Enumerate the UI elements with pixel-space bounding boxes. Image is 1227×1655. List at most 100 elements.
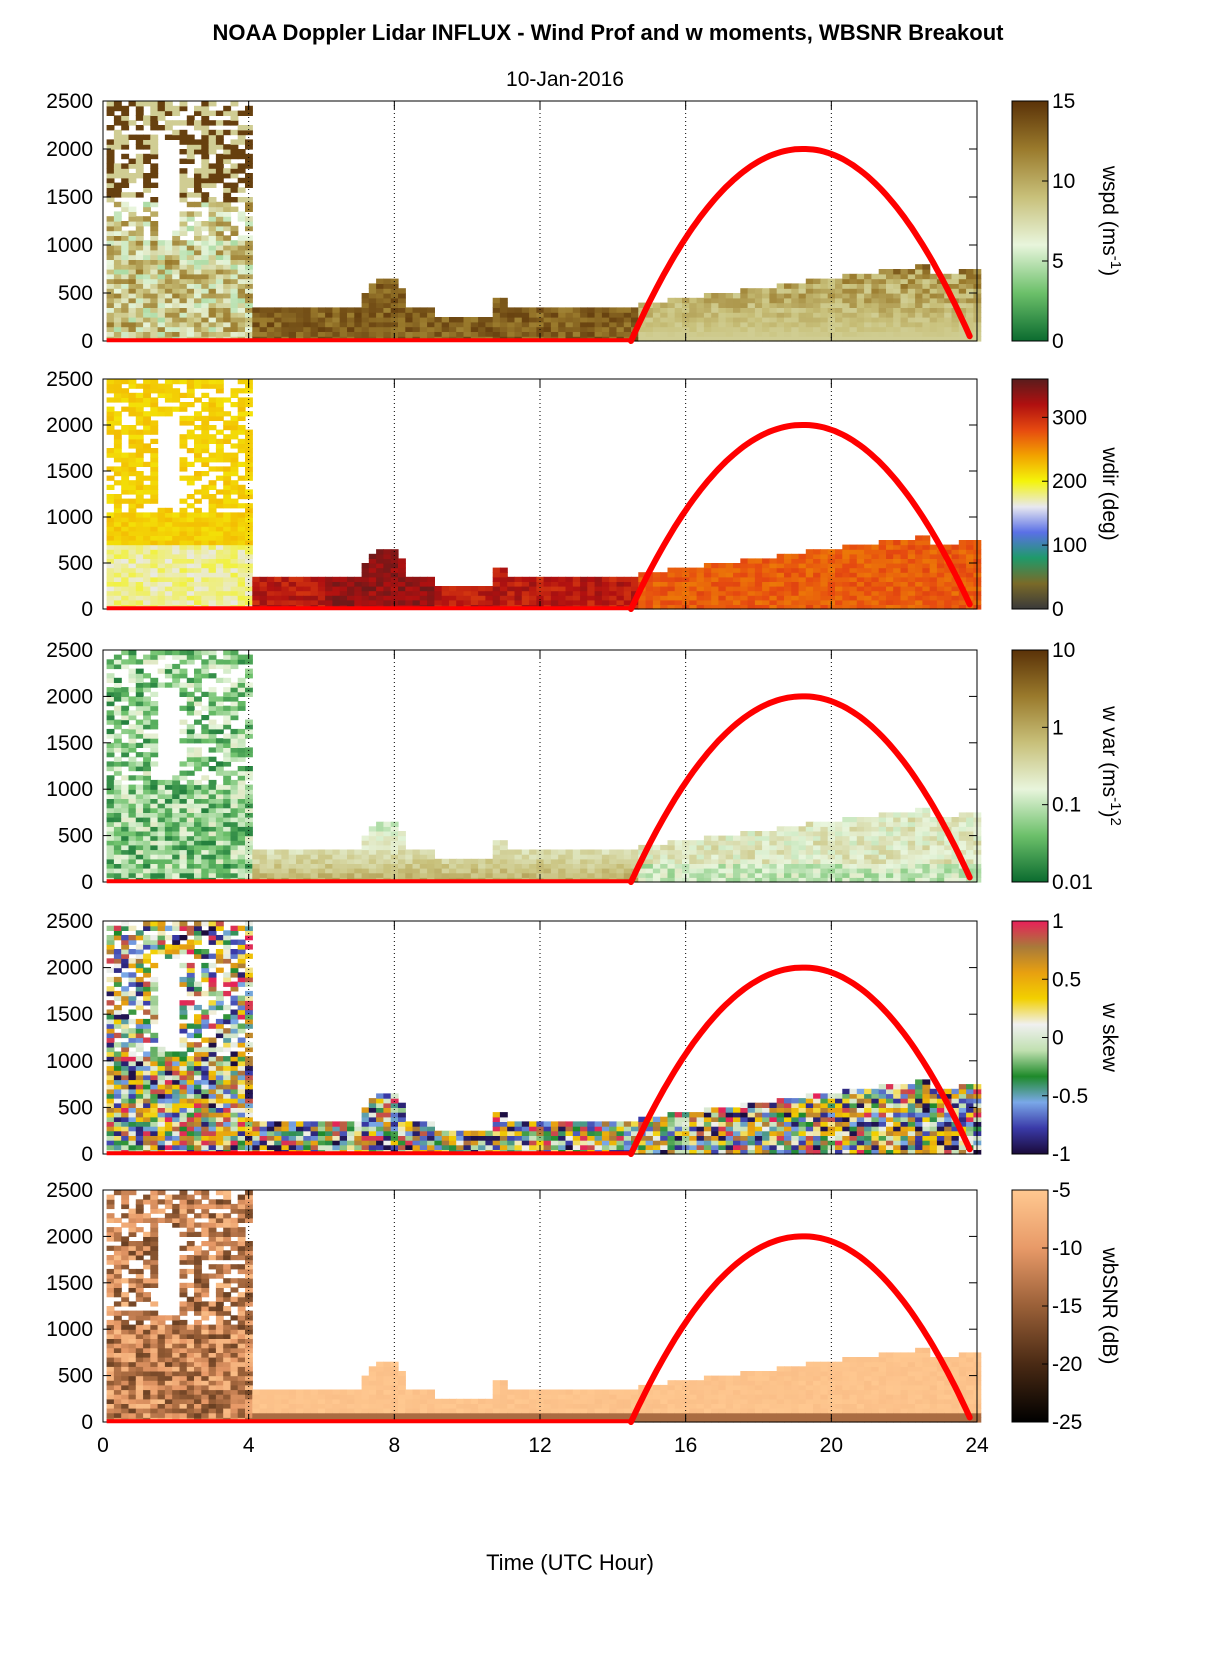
heatmap-cell <box>587 858 596 864</box>
heatmap-cell <box>907 595 916 601</box>
heatmap-cell <box>121 144 130 150</box>
heatmap-cell <box>776 317 785 323</box>
heatmap-cell <box>128 868 137 874</box>
heatmap-cell <box>383 872 392 878</box>
heatmap-cell <box>441 868 450 874</box>
heatmap-cell <box>514 326 523 332</box>
heatmap-cell <box>106 182 115 188</box>
heatmap-cell <box>215 747 224 753</box>
heatmap-cell <box>747 567 756 573</box>
heatmap-cell <box>208 728 217 735</box>
heatmap-cell <box>172 264 181 270</box>
heatmap-cell <box>143 517 151 523</box>
heatmap-cell <box>784 297 792 304</box>
heatmap-cell <box>667 321 676 328</box>
heatmap-cell <box>601 312 610 318</box>
heatmap-cell <box>580 872 588 878</box>
heatmap-cell <box>296 317 304 323</box>
heatmap-cell <box>164 134 173 140</box>
heatmap-cell <box>172 812 181 818</box>
heatmap-cell <box>157 249 166 256</box>
heatmap-cell <box>398 576 406 582</box>
heatmap-cell <box>784 590 792 596</box>
heatmap-cell <box>820 826 829 832</box>
heatmap-cell <box>157 872 166 878</box>
heatmap-cell <box>936 336 945 342</box>
heatmap-cell <box>230 535 239 541</box>
heatmap-cell <box>157 297 166 304</box>
heatmap-cell <box>711 858 720 864</box>
heatmap-cell <box>186 558 195 564</box>
heatmap-cell <box>274 312 283 318</box>
heatmap-cell <box>776 854 785 860</box>
heatmap-cell <box>106 397 115 403</box>
heatmap-cell <box>172 397 181 403</box>
heatmap-cell <box>172 273 181 280</box>
heatmap-cell <box>106 844 115 851</box>
heatmap-cell <box>194 733 202 739</box>
heatmap-cell <box>223 254 232 260</box>
heatmap-cell <box>900 317 909 323</box>
heatmap-cell <box>558 586 567 592</box>
heatmap-cell <box>813 331 821 337</box>
heatmap-cell <box>339 858 348 864</box>
heatmap-cell <box>135 139 144 145</box>
heatmap-cell <box>368 590 377 596</box>
heatmap-cell <box>674 331 683 337</box>
heatmap-cell <box>208 517 217 523</box>
heatmap-cell <box>434 863 443 869</box>
heatmap-cell <box>113 245 122 251</box>
heatmap-cell <box>113 789 122 795</box>
heatmap-cell <box>856 572 865 578</box>
heatmap-cell <box>223 264 232 270</box>
heatmap-cell <box>215 677 224 683</box>
heatmap-cell <box>186 535 195 541</box>
heatmap-cell <box>230 457 239 463</box>
heatmap-cell <box>332 849 341 855</box>
heatmap-cell <box>150 144 159 150</box>
heatmap-cell <box>754 326 763 332</box>
heatmap-cell <box>215 134 224 140</box>
heatmap-cell <box>179 420 188 426</box>
heatmap-cell <box>237 817 246 823</box>
heatmap-cell <box>449 317 457 323</box>
heatmap-cell <box>405 872 414 878</box>
heatmap-cell <box>725 835 734 841</box>
heatmap-cell <box>186 383 195 389</box>
heatmap-cell <box>172 512 181 518</box>
heatmap-cell <box>936 283 945 289</box>
heatmap-cell <box>201 826 210 832</box>
heatmap-cell <box>237 742 246 748</box>
heatmap-cell <box>135 249 144 256</box>
heatmap-cell <box>230 225 239 232</box>
heatmap-cell <box>361 863 370 869</box>
heatmap-cell <box>747 858 756 864</box>
heatmap-cell <box>558 858 567 864</box>
heatmap-cell <box>711 604 720 610</box>
heatmap-cell <box>106 530 115 536</box>
heatmap-cell <box>951 553 960 559</box>
heatmap-cell <box>143 245 151 251</box>
heatmap-cell <box>514 576 523 582</box>
heatmap-cell <box>106 177 115 184</box>
heatmap-cell <box>172 590 181 596</box>
heatmap-cell <box>856 553 865 559</box>
heatmap-cell <box>944 604 953 610</box>
heatmap-cell <box>733 563 741 569</box>
colorbar-tick-label: 5 <box>1052 250 1064 273</box>
heatmap-cell <box>135 443 144 449</box>
heatmap-cell <box>179 784 188 790</box>
heatmap-cell <box>798 863 807 869</box>
heatmap-cell <box>106 766 115 772</box>
heatmap-cell <box>135 696 144 702</box>
heatmap-cell <box>900 595 909 601</box>
heatmap-cell <box>113 480 122 486</box>
heatmap-cell <box>215 742 224 748</box>
heatmap-cell <box>594 849 603 855</box>
heatmap-cell <box>186 770 195 776</box>
heatmap-cell <box>499 321 508 328</box>
heatmap-cell <box>164 406 173 412</box>
heatmap-cell <box>201 705 210 711</box>
heatmap-cell <box>405 586 414 592</box>
heatmap-cell <box>201 125 210 131</box>
